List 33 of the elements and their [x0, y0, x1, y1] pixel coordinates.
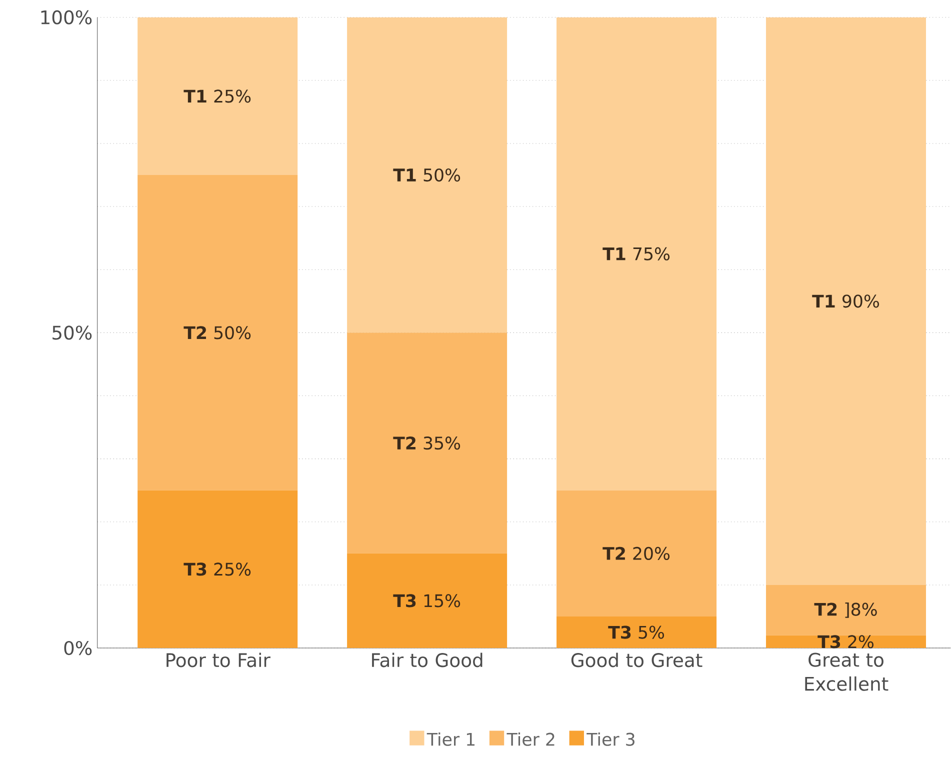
data-label: T2 20% [602, 547, 670, 560]
data-label: T1 75% [602, 247, 670, 261]
data-label: T2 50% [184, 326, 251, 340]
data-label: T1 50% [393, 168, 460, 182]
data-label: T3 25% [184, 562, 251, 576]
bar [347, 332, 508, 554]
x-tick-label: Good to Great [571, 652, 702, 668]
bar [766, 585, 926, 636]
y-tick-label: 0% [64, 641, 92, 656]
bar [347, 17, 508, 333]
bar [556, 490, 717, 617]
legend-label: Tier 3 [586, 732, 634, 746]
x-tick-label: Poor to Fair [166, 652, 270, 668]
bar [556, 616, 717, 648]
bar [138, 17, 298, 176]
bar [347, 554, 508, 648]
data-label: T2 ]8% [814, 602, 877, 618]
bar [138, 490, 298, 648]
data-label: T3 5% [608, 626, 664, 639]
legend-label: Tier 2 [506, 732, 554, 746]
y-tick-label: 100% [41, 10, 92, 25]
legend-label: Tier 1 [426, 732, 474, 746]
y-tick-label: 50% [52, 326, 92, 340]
x-tick-label: Great to Excellent [805, 652, 888, 692]
data-label: T2 35% [393, 436, 460, 450]
data-label: T3 2% [818, 635, 874, 648]
data-label: T3 15% [393, 594, 460, 608]
bar [766, 17, 926, 586]
bar [556, 17, 717, 490]
data-label: T1 90% [812, 294, 879, 308]
data-label: T1 25% [184, 90, 251, 103]
x-tick-label: Fair to Good [372, 652, 482, 668]
bar [138, 175, 298, 490]
